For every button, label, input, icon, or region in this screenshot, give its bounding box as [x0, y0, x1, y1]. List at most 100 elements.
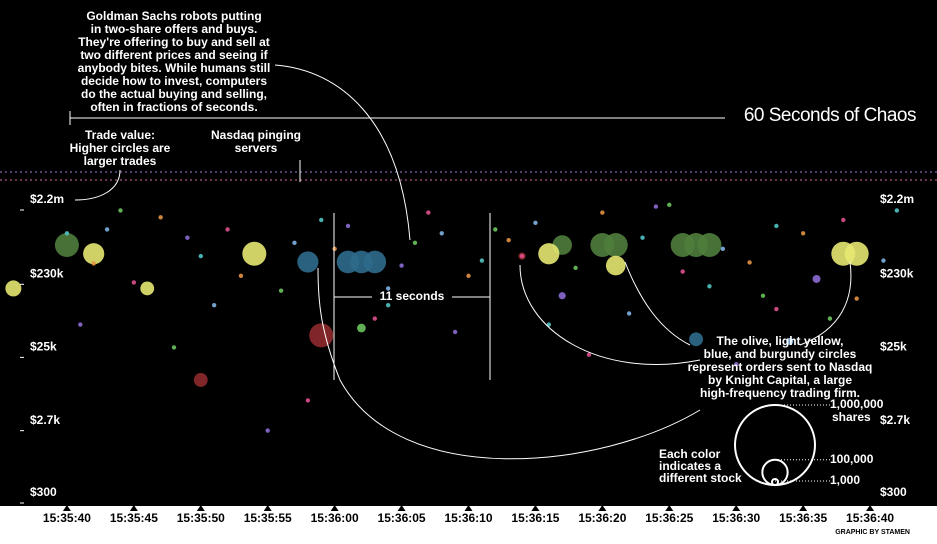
data-point: [533, 220, 538, 226]
annotation-text: The olive, light yellow,: [717, 334, 844, 348]
x-tick-label: 15:36:05: [378, 511, 426, 525]
x-tick-mark: [129, 505, 138, 511]
size-legend-label: 100,000: [830, 452, 874, 466]
data-point: [640, 235, 645, 240]
arrow: [799, 261, 852, 346]
x-tick-mark: [62, 505, 71, 511]
annotation-arrows: [74, 64, 852, 460]
data-point: [667, 202, 672, 208]
x-tick-label: 15:36:15: [511, 511, 559, 525]
x-tick-label: 15:35:40: [43, 511, 91, 525]
data-point: [118, 208, 123, 213]
data-point: [385, 303, 391, 308]
annotation-text: Each color: [659, 447, 721, 461]
x-tick-mark: [665, 505, 674, 511]
annotation-text: in two-share offers and buys.: [91, 22, 258, 36]
y-tick-label: $230k: [30, 267, 64, 281]
data-point: [78, 322, 83, 327]
data-point: [881, 258, 886, 263]
annotation-text: Trade value:: [85, 128, 155, 142]
data-point: [292, 240, 297, 245]
y-tick-label: $300: [880, 485, 907, 499]
x-tick-mark: [397, 505, 406, 511]
x-tick-mark: [464, 505, 473, 511]
data-point: [104, 227, 110, 232]
data-point: [131, 280, 137, 285]
data-point: [242, 241, 267, 266]
data-point: [171, 345, 177, 350]
data-point: [265, 428, 270, 433]
x-tick-label: 15:35:55: [244, 511, 292, 525]
arrow: [519, 264, 701, 365]
x-tick-label: 15:36:40: [846, 511, 894, 525]
data-point: [760, 293, 766, 298]
data-point: [363, 250, 387, 274]
data-point: [689, 332, 703, 347]
y-tick-label: $2.2m: [880, 192, 914, 206]
data-point: [854, 296, 859, 301]
x-tick-label: 15:35:50: [177, 511, 225, 525]
data-point: [844, 241, 869, 266]
data-point: [225, 227, 230, 232]
data-point: [479, 258, 485, 263]
data-point: [91, 261, 96, 266]
annotation-text: servers: [235, 141, 278, 155]
data-point: [357, 323, 366, 333]
data-point: [426, 210, 431, 215]
data-point: [54, 233, 79, 258]
annotation-text: do the actual buying and selling,: [81, 87, 267, 101]
x-tick-mark: [598, 505, 607, 511]
data-point: [198, 253, 203, 259]
annotation-text: different stock: [659, 471, 742, 485]
data-point: [519, 253, 525, 259]
data-point: [466, 273, 471, 278]
x-tick-label: 15:36:10: [444, 511, 492, 525]
y-tick-label: $2.7k: [30, 413, 60, 427]
arrow: [317, 267, 701, 460]
annotation-text: 11 seconds: [380, 289, 445, 303]
size-legend-unit: shares: [832, 410, 871, 424]
data-point: [412, 240, 418, 245]
x-tick-label: 15:36:30: [712, 511, 760, 525]
annotation-text: by Knight Capital, a large: [708, 373, 852, 387]
data-point: [626, 311, 632, 316]
x-tick-label: 15:36:35: [779, 511, 827, 525]
x-tick-mark: [531, 505, 540, 511]
x-tick-mark: [866, 505, 875, 511]
y-tick-label: $25k: [30, 340, 57, 354]
data-point: [812, 274, 821, 283]
annotation-text: represent orders sent to Nasdaq: [688, 360, 873, 374]
x-tick-mark: [196, 505, 205, 511]
x-tick-mark: [330, 505, 339, 511]
y-tick-label: $2.2m: [30, 192, 64, 206]
data-point: [493, 227, 498, 232]
data-point: [345, 223, 351, 229]
y-tick-label: $25k: [880, 340, 907, 354]
data-point: [309, 323, 334, 348]
data-point: [5, 280, 22, 297]
y-tick-label: $300: [30, 485, 57, 499]
data-point: [185, 235, 190, 240]
data-point: [538, 243, 560, 265]
data-point: [800, 231, 806, 236]
x-tick-mark: [732, 505, 741, 511]
size-legend-circle: [771, 478, 779, 486]
data-point: [734, 362, 739, 367]
arrow: [624, 261, 691, 346]
data-point: [707, 284, 712, 289]
data-point: [774, 223, 779, 229]
data-point: [372, 316, 377, 321]
y-tick-label: $230k: [880, 267, 914, 281]
annotation-text: two different prices and seeing if: [80, 48, 268, 62]
data-point: [894, 208, 900, 213]
data-point: [720, 246, 726, 251]
x-tick-label: 15:36:20: [578, 511, 626, 525]
annotation-text: Nasdaq pinging: [211, 128, 301, 142]
chart-title: 60 Seconds of Chaos: [744, 105, 916, 126]
data-point: [573, 265, 578, 271]
annotation-text: decide how to invest, computers: [81, 74, 267, 88]
data-point: [64, 231, 70, 236]
x-tick-mark: [263, 505, 272, 511]
data-point: [193, 373, 208, 387]
